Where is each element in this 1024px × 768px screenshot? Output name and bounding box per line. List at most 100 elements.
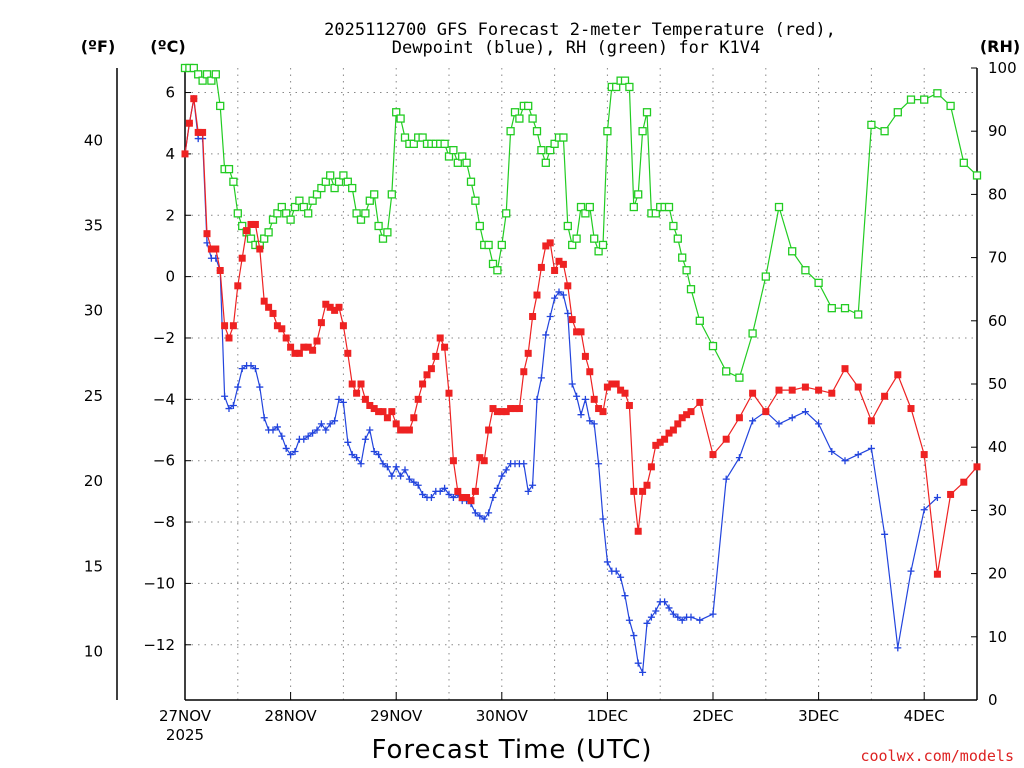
f-tick-label-5: 15: [84, 557, 103, 575]
rh-point-116: [695, 316, 704, 325]
c-tick-label-1: 4: [165, 145, 175, 163]
dewpoint-point-82: [542, 331, 550, 339]
rh-point-23: [282, 209, 291, 218]
rh-point-36: [339, 171, 348, 180]
rh-point-18: [260, 234, 269, 243]
c-tick-label-3: 0: [165, 268, 175, 286]
rh-point-54: [418, 133, 427, 142]
temperature-point-136: [960, 478, 968, 486]
c-tick-label-5: −4: [153, 390, 175, 408]
rh-point-2: [189, 63, 198, 73]
dewpoint-point-132: [907, 567, 915, 575]
dewpoint-point-80: [533, 395, 541, 403]
temperature-point-68: [480, 457, 488, 465]
temperature-point-82: [542, 242, 550, 250]
temperature-point-51: [405, 426, 413, 434]
unit-label-rh: (RH): [980, 37, 1020, 56]
temperature-point-86: [559, 260, 567, 268]
dewpoint-point-23: [282, 444, 290, 452]
temperature-point-127: [841, 365, 849, 373]
f-tick-label-0: 40: [84, 131, 103, 149]
rh-point-45: [378, 234, 388, 243]
dewpoint-series: [182, 95, 941, 676]
rh-point-3: [194, 70, 203, 79]
rh-point-128: [854, 310, 863, 319]
dewpoint-point-30: [313, 426, 321, 434]
rh-point-117: [708, 341, 718, 351]
dewpoint-point-131: [894, 644, 902, 652]
temperature-point-38: [348, 380, 356, 388]
rh-point-33: [326, 171, 335, 180]
dewpoint-point-49: [397, 472, 405, 480]
dewpoint-point-91: [581, 395, 589, 403]
dewpoint-point-107: [652, 607, 660, 615]
temperature-point-56: [427, 365, 435, 373]
dewpoint-point-84: [551, 294, 559, 302]
x-tick-label-2: 29NOV: [370, 707, 423, 725]
rh-point-118: [722, 367, 731, 376]
rh-point-126: [827, 304, 836, 313]
dewpoint-point-129: [867, 444, 875, 452]
dewpoint-point-118: [722, 475, 730, 483]
rh-point-113: [678, 253, 687, 262]
rh-point-137: [972, 171, 982, 180]
temperature-point-134: [933, 570, 941, 578]
rh-point-20: [268, 215, 278, 224]
dewpoint-point-85: [555, 288, 563, 296]
temperature-point-27: [300, 343, 308, 351]
dewpoint-point-89: [573, 392, 581, 400]
dewpoint-point-106: [647, 613, 655, 621]
rh-point-41: [361, 209, 370, 218]
dewpoint-point-83: [546, 313, 554, 321]
rh-tick-label-5: 50: [988, 375, 1007, 393]
temperature-point-42: [366, 401, 374, 409]
dewpoint-point-58: [436, 487, 444, 495]
temperature-point-70: [489, 405, 497, 413]
temperature-point-63: [458, 494, 466, 502]
rh-point-84: [550, 139, 559, 148]
temperature-point-112: [674, 420, 682, 428]
rh-point-59: [440, 139, 449, 148]
rh-point-64: [462, 158, 471, 167]
dewpoint-point-38: [348, 451, 356, 459]
rh-point-15: [246, 234, 256, 243]
rh-point-8: [216, 101, 225, 111]
rh-point-96: [603, 127, 612, 136]
temperature-point-102: [630, 487, 638, 495]
dewpoint-point-53: [414, 481, 422, 489]
temperature-point-40: [357, 380, 365, 388]
dewpoint-point-119: [735, 454, 743, 462]
rh-point-74: [506, 127, 515, 136]
rh-point-115: [686, 285, 696, 294]
temperature-point-110: [665, 429, 673, 437]
dewpoint-point-37: [344, 438, 352, 446]
temperature-point-73: [502, 408, 510, 416]
temperature-point-49: [397, 426, 405, 434]
dewpoint-point-92: [586, 417, 594, 425]
temperature-point-107: [652, 441, 660, 449]
temperature-point-36: [339, 322, 347, 330]
rh-point-7: [211, 70, 220, 79]
dewpoint-point-42: [366, 426, 374, 434]
temperature-point-85: [555, 257, 563, 265]
dewpoint-point-113: [678, 616, 686, 624]
dewpoint-point-40: [357, 460, 365, 468]
temperature-point-92: [586, 368, 594, 376]
credit-link[interactable]: coolwx.com/models: [860, 747, 1014, 765]
temperature-point-39: [353, 389, 361, 397]
f-tick-label-3: 25: [84, 387, 103, 405]
temperature-point-48: [392, 420, 400, 428]
temperature-point-97: [608, 380, 616, 388]
temperature-point-53: [414, 395, 422, 403]
temperature-point-120: [749, 389, 757, 397]
dewpoint-point-120: [749, 417, 757, 425]
dewpoint-point-90: [577, 411, 585, 419]
rh-point-65: [466, 177, 476, 186]
dewpoint-point-78: [524, 487, 532, 495]
temperature-point-21: [273, 322, 281, 330]
temperature-point-121: [762, 408, 770, 416]
temperature-point-77: [520, 368, 528, 376]
temperature-point-117: [709, 451, 717, 459]
